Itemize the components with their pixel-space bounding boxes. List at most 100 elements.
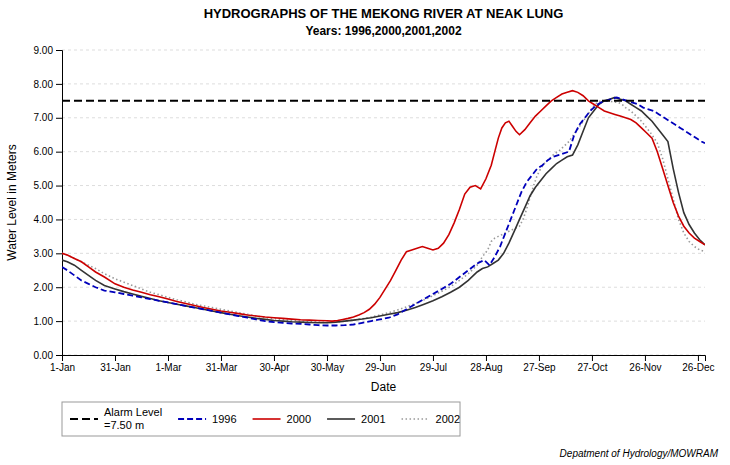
y-tick-label: 2.00: [34, 282, 54, 293]
y-tick-mark: [56, 253, 62, 254]
y-tick: 4.00: [34, 214, 62, 225]
y-axis-title: Water Level in Meters: [5, 144, 19, 260]
y-tick-mark: [56, 287, 62, 288]
legend-item: 2000: [253, 413, 311, 425]
x-tick-mark: [274, 355, 275, 361]
x-axis-title: Date: [371, 380, 397, 394]
y-tick-label: 4.00: [34, 214, 54, 225]
x-tick-label: 30-May: [311, 362, 344, 373]
x-tick-mark: [168, 355, 169, 361]
x-tick-mark: [592, 355, 593, 361]
grid: [62, 50, 705, 355]
series-line: [62, 101, 705, 323]
x-tick: 31-Jan: [100, 355, 131, 373]
y-tick-label: 0.00: [34, 350, 54, 361]
legend-label: 2001: [361, 413, 385, 425]
x-tick: 31-Mar: [206, 355, 238, 373]
legend-item: 1996: [178, 413, 236, 425]
legend-label: =7.50 m: [104, 419, 144, 431]
x-axis-line: [63, 356, 706, 362]
y-tick-mark: [56, 321, 62, 322]
grid-line: [62, 83, 705, 84]
grid-line: [62, 219, 705, 220]
x-tick-mark: [645, 355, 646, 361]
x-tick: 27-Sep: [523, 355, 556, 373]
x-tick: 29-Jun: [365, 355, 396, 373]
y-tick-mark: [56, 219, 62, 220]
plot-area: [62, 91, 705, 326]
x-tick-mark: [327, 355, 328, 361]
x-tick-mark: [539, 355, 540, 361]
y-tick: 8.00: [34, 79, 62, 90]
x-tick: 29-Jul: [420, 355, 447, 373]
y-tick: 5.00: [34, 180, 62, 191]
annotation: Depatment of Hydrology/MOWRAM: [560, 448, 719, 459]
x-tick-label: 27-Oct: [577, 362, 607, 373]
x-tick-mark: [380, 355, 381, 361]
x-tick: 26-Dec: [682, 355, 714, 373]
legend-label: Alarm Level: [104, 406, 162, 418]
y-tick-mark: [56, 355, 62, 356]
y-tick: 6.00: [34, 146, 62, 157]
chart: HYDROGRAPHS OF THE MEKONG RIVER AT NEAK …: [0, 0, 730, 465]
x-tick-label: 1-Mar: [155, 362, 182, 373]
x-tick: 1-Mar: [155, 355, 182, 373]
y-axis: 0.00 1.00 2.00 3.00 4.00 5.00 6.00 7.00 8.00 9.00: [34, 45, 63, 361]
legend-swatch: [70, 418, 98, 420]
y-tick-label: 5.00: [34, 180, 54, 191]
y-tick-mark: [56, 50, 62, 51]
x-tick-label: 1-Jan: [50, 362, 75, 373]
y-tick-label: 1.00: [34, 316, 54, 327]
y-tick-mark: [56, 186, 62, 187]
x-tick-mark: [698, 355, 699, 361]
y-tick-mark: [56, 152, 62, 153]
x-tick-mark: [115, 355, 116, 361]
x-tick: 30-May: [311, 355, 344, 373]
legend-swatch: [178, 418, 206, 420]
y-tick: 9.00: [34, 45, 62, 56]
subtitle: Years: 1996,2000,2001,2002: [305, 24, 461, 38]
series-line: [62, 97, 705, 325]
legend-item: 2001: [327, 413, 385, 425]
x-tick: 27-Oct: [577, 355, 607, 373]
x-tick-label: 29-Jul: [420, 362, 447, 373]
legend-label: 1996: [212, 413, 236, 425]
grid-line: [62, 287, 705, 288]
grid-line: [62, 185, 705, 186]
x-tick-label: 26-Nov: [629, 362, 661, 373]
grid-line: [62, 50, 705, 51]
y-tick: 1.00: [34, 316, 62, 327]
legend-swatch: [253, 418, 281, 420]
x-tick-mark: [486, 355, 487, 361]
legend-box: [62, 402, 460, 436]
x-tick-mark: [433, 355, 434, 361]
x-tick-label: 28-Aug: [470, 362, 502, 373]
legend-label: 2002: [436, 413, 460, 425]
y-tick: 0.00: [34, 350, 62, 361]
legend-label: 2000: [287, 413, 311, 425]
x-tick: 30-Apr: [259, 355, 290, 373]
y-tick-mark: [56, 84, 62, 85]
y-tick-label: 7.00: [34, 112, 54, 123]
x-tick-mark: [221, 355, 222, 361]
y-axis-line: [56, 51, 63, 356]
legend: Alarm Level=7.50 m 1996 2000 2001 2002: [62, 402, 460, 436]
y-tick-label: 3.00: [34, 248, 54, 259]
title: HYDROGRAPHS OF THE MEKONG RIVER AT NEAK …: [204, 6, 564, 21]
grid-line: [62, 151, 705, 152]
x-tick-label: 26-Dec: [682, 362, 714, 373]
y-tick: 2.00: [34, 282, 62, 293]
series-line: [62, 97, 705, 322]
x-axis: 1-Jan 31-Jan 1-Mar 31-Mar 30-Apr 30-May 29-Jun…: [50, 355, 715, 373]
x-tick: 26-Nov: [629, 355, 661, 373]
legend-swatch: [327, 418, 355, 420]
grid-line: [62, 321, 705, 322]
grid-line: [62, 117, 705, 118]
x-tick-label: 27-Sep: [523, 362, 556, 373]
y-tick-mark: [56, 118, 62, 119]
legend-item: 2002: [402, 413, 460, 425]
x-tick-label: 31-Mar: [206, 362, 238, 373]
x-tick: 1-Jan: [50, 355, 75, 373]
x-tick-label: 30-Apr: [259, 362, 290, 373]
legend-item: Alarm Level=7.50 m: [70, 406, 162, 431]
